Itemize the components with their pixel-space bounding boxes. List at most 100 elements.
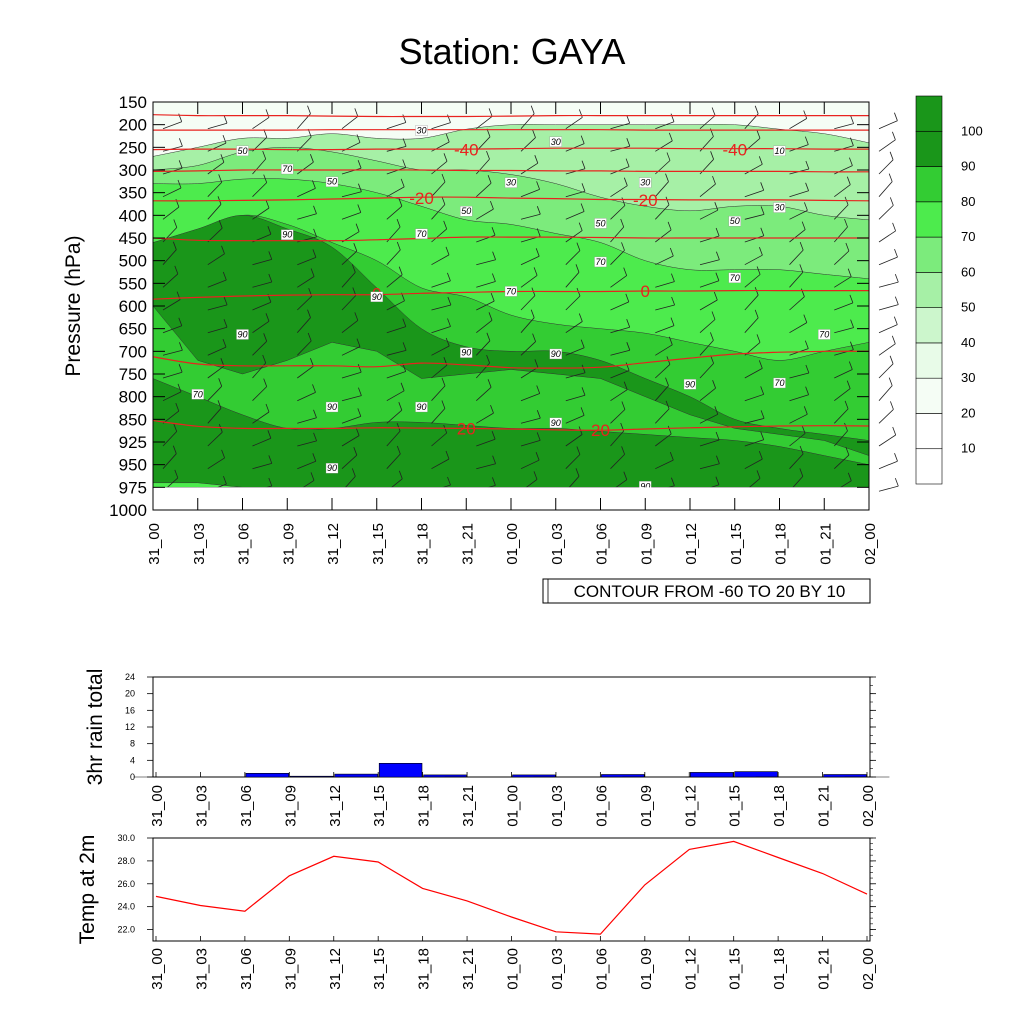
rh-contour-label: 70 <box>819 329 829 339</box>
rain-x-tick-label: 31_12 <box>327 785 344 827</box>
temp-x-tick-label: 01_21 <box>816 948 833 990</box>
wind-barb <box>834 454 850 469</box>
wind-barb <box>699 439 720 447</box>
wind-barb <box>789 144 809 152</box>
wind-barb-flag <box>894 273 899 283</box>
wind-barb <box>207 431 223 447</box>
wind-barb-flag <box>357 204 362 213</box>
wind-barb <box>789 229 806 243</box>
wind-barb <box>252 281 272 288</box>
wind-barb-flag <box>357 364 362 373</box>
wind-barb <box>297 276 315 288</box>
wind-barb <box>744 274 761 288</box>
wind-barb <box>833 226 848 243</box>
wind-barb <box>610 122 630 130</box>
wind-barb <box>520 393 540 402</box>
wind-barb <box>789 394 809 402</box>
wind-barb <box>565 295 581 311</box>
temp-x-tick-label: 01_18 <box>771 948 788 990</box>
wind-barb-flag <box>358 387 362 396</box>
colorbar-label: 20 <box>961 405 975 420</box>
wind-barb-flag <box>355 427 360 436</box>
rh-contour-label: 10 <box>774 146 784 156</box>
wind-barb <box>476 281 496 288</box>
wind-barb-flag <box>175 402 180 412</box>
y-tick-label: 950 <box>119 456 147 475</box>
wind-barb <box>520 317 535 333</box>
wind-barb <box>431 204 446 220</box>
wind-barb-flag <box>711 107 716 116</box>
wind-barb <box>207 253 225 266</box>
wind-barb-flag <box>445 246 450 256</box>
wind-barb <box>565 415 585 424</box>
rh-contour-label-box <box>549 348 562 360</box>
wind-barb <box>520 162 539 175</box>
wind-barb <box>341 435 360 447</box>
wind-barb <box>655 325 675 334</box>
wind-barb-flag <box>491 431 496 440</box>
wind-barb-flag <box>265 403 270 413</box>
temp-contour-line <box>152 236 869 242</box>
wind-barb-flag <box>486 332 491 341</box>
wind-barb <box>565 117 583 130</box>
wind-barb-flag <box>625 158 630 167</box>
wind-barb <box>162 227 178 243</box>
wind-barb-flag <box>265 313 270 322</box>
rh-contour-label-box <box>728 215 741 227</box>
wind-barb <box>431 280 451 288</box>
wind-barb <box>207 457 225 470</box>
wind-barb <box>207 161 225 175</box>
wind-barb <box>834 369 853 379</box>
wind-barb-flag <box>218 220 223 229</box>
wind-barb-flag <box>222 271 227 281</box>
wind-barb <box>655 255 674 266</box>
y-tick-label: 750 <box>119 365 147 384</box>
wind-barb-flag <box>623 267 628 276</box>
wind-barb <box>386 186 405 198</box>
wind-barb <box>699 413 718 424</box>
rain-bar <box>378 762 423 778</box>
colorbar: 10 20 30 40 50 60 70 80 90 100 <box>915 95 983 485</box>
wind-barb-flag <box>356 338 361 347</box>
wind-barb-flag <box>847 268 852 277</box>
wind-barb-flag <box>847 472 852 481</box>
wind-barb-flag <box>222 134 227 144</box>
wind-barb-flag <box>626 138 631 147</box>
wind-barb-flag <box>844 400 849 410</box>
wind-barb-flag <box>443 153 448 162</box>
wind-barb <box>341 191 362 198</box>
wind-barb <box>789 433 806 447</box>
wind-barb-flag <box>174 469 179 479</box>
temp-y-tick-label: 28.0 <box>117 856 135 866</box>
rh-contour-label-box <box>415 125 428 136</box>
wind-barb <box>699 463 720 470</box>
rh-contour-label: 70 <box>193 389 203 399</box>
temp-contour-label: -40 <box>722 141 747 160</box>
wind-barb-flag <box>223 319 228 328</box>
wind-barb <box>520 440 541 447</box>
wind-barb-flag <box>398 198 403 207</box>
wind-barb-flag <box>671 296 675 306</box>
wind-barb <box>744 418 765 424</box>
wind-barb <box>386 300 405 311</box>
wind-barb <box>834 408 849 424</box>
wind-barb-flag <box>173 423 178 432</box>
wind-barb-flag <box>670 317 675 326</box>
temp-x-tick-label: 31_18 <box>416 948 433 990</box>
rh-contour-label: 50 <box>237 146 247 156</box>
rh-contour-label: 30 <box>774 203 784 213</box>
wind-barb <box>252 182 267 197</box>
wind-barb-flag <box>530 105 535 114</box>
y-tick-label: 850 <box>119 410 147 429</box>
rh-contour-label-box <box>683 379 697 390</box>
wind-barb <box>610 454 625 469</box>
temp-contour-label: -20 <box>409 189 434 208</box>
wind-barb-flag <box>396 241 401 251</box>
y-tick-label: 1000 <box>109 501 147 520</box>
rh-contour-label: 90 <box>237 329 247 339</box>
wind-barb-flag <box>667 221 672 231</box>
rain-bar <box>245 772 289 778</box>
wind-barb <box>297 295 312 311</box>
temperature-frame <box>152 837 871 942</box>
rh-contour-label-box <box>728 272 741 283</box>
